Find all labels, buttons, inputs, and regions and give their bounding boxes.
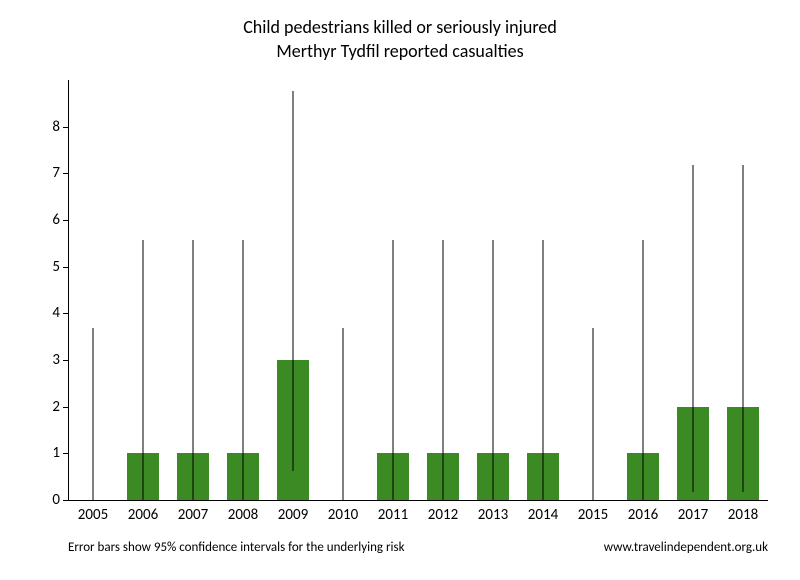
- y-axis-line: [68, 80, 69, 500]
- x-axis-line: [68, 500, 768, 501]
- bar-chart: Child pedestrians killed or seriously in…: [0, 0, 800, 580]
- error-bar: [593, 328, 594, 500]
- y-tick-label: 5: [30, 258, 60, 276]
- x-tick-label: 2005: [78, 506, 108, 524]
- y-tick-label: 6: [30, 211, 60, 229]
- x-tick-label: 2006: [128, 506, 158, 524]
- error-bar: [193, 240, 194, 500]
- y-tick-mark: [63, 220, 68, 221]
- footer-left: Error bars show 95% confidence intervals…: [68, 540, 405, 555]
- x-tick-label: 2007: [178, 506, 208, 524]
- y-tick-label: 3: [30, 351, 60, 369]
- error-bar: [93, 328, 94, 500]
- chart-title-line1: Child pedestrians killed or seriously in…: [0, 16, 800, 38]
- error-bar: [493, 240, 494, 500]
- y-tick-label: 1: [30, 444, 60, 462]
- error-bar: [443, 240, 444, 500]
- error-bar: [143, 240, 144, 500]
- y-tick-label: 4: [30, 304, 60, 322]
- y-tick-mark: [63, 173, 68, 174]
- x-tick-label: 2010: [328, 506, 358, 524]
- y-tick-mark: [63, 407, 68, 408]
- chart-title-line2: Merthyr Tydfil reported casualties: [0, 40, 800, 62]
- error-bar: [293, 91, 294, 471]
- x-tick-label: 2016: [628, 506, 658, 524]
- error-bar: [343, 328, 344, 500]
- y-tick-mark: [63, 360, 68, 361]
- y-tick-label: 8: [30, 118, 60, 136]
- x-tick-label: 2014: [528, 506, 558, 524]
- plot-area: [68, 80, 768, 500]
- x-tick-label: 2015: [578, 506, 608, 524]
- y-tick-mark: [63, 127, 68, 128]
- error-bar: [743, 165, 744, 491]
- y-tick-label: 2: [30, 398, 60, 416]
- y-tick-mark: [63, 500, 68, 501]
- y-tick-mark: [63, 267, 68, 268]
- x-tick-label: 2011: [378, 506, 408, 524]
- error-bar: [693, 165, 694, 491]
- footer-right: www.travelindependent.org.uk: [604, 540, 768, 555]
- x-tick-label: 2013: [478, 506, 508, 524]
- error-bar: [543, 240, 544, 500]
- error-bar: [643, 240, 644, 500]
- error-bar: [393, 240, 394, 500]
- x-tick-label: 2008: [228, 506, 258, 524]
- x-tick-label: 2009: [278, 506, 308, 524]
- x-tick-label: 2017: [678, 506, 708, 524]
- y-tick-label: 0: [30, 491, 60, 509]
- y-tick-mark: [63, 453, 68, 454]
- error-bar: [243, 240, 244, 500]
- y-tick-mark: [63, 313, 68, 314]
- y-tick-label: 7: [30, 164, 60, 182]
- x-tick-label: 2012: [428, 506, 458, 524]
- x-tick-label: 2018: [728, 506, 758, 524]
